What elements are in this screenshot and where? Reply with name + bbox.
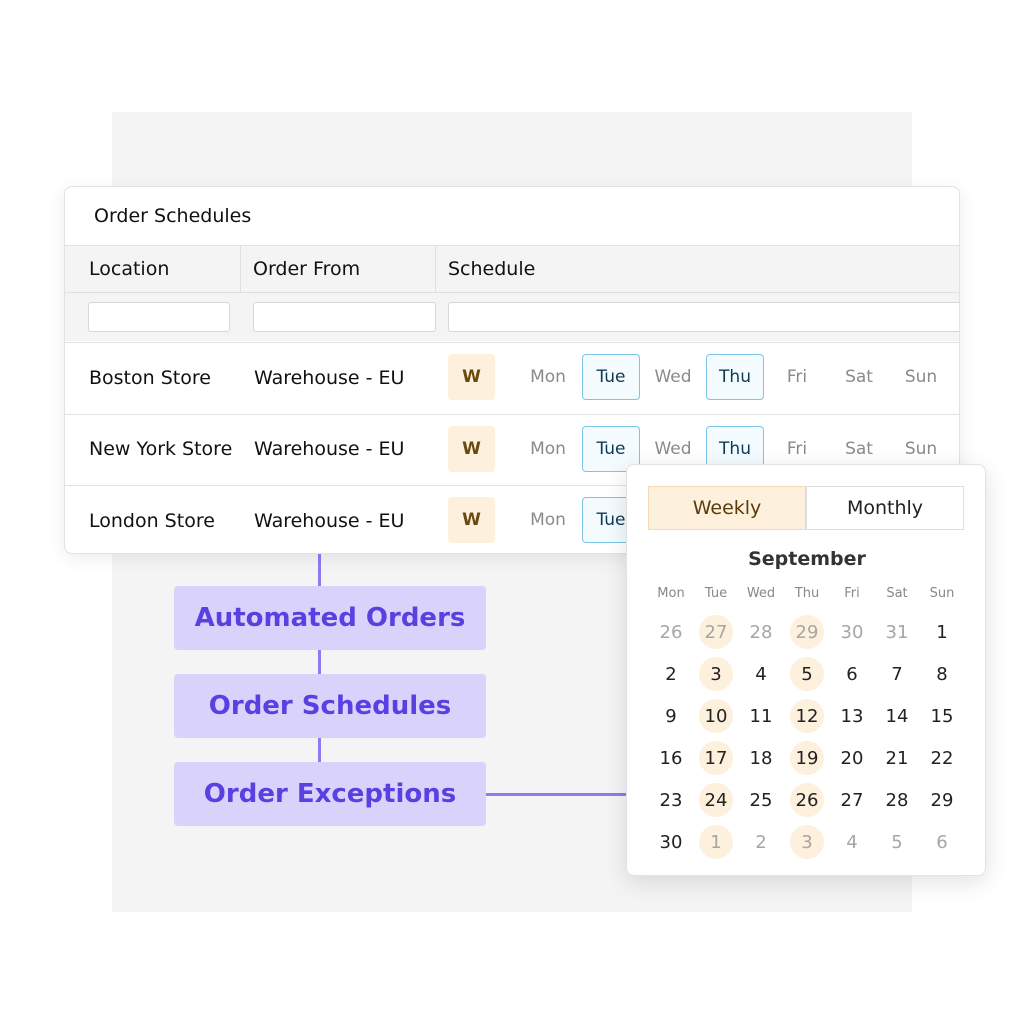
table-row [65,413,959,485]
flow-step: Order Exceptions [174,762,486,826]
location: New York Store [89,438,233,460]
calendar-day[interactable]: 30 [840,621,864,643]
calendar-day[interactable]: 4 [846,831,858,853]
weekday[interactable]: Wed [654,438,692,459]
calendar-day[interactable]: 6 [846,663,858,685]
calendar-day[interactable]: 28 [885,789,909,811]
calendar-day[interactable]: 9 [665,705,677,727]
calendar-day[interactable]: 20 [840,747,864,769]
calendar-tab[interactable]: Weekly [648,486,806,530]
calendar-day[interactable]: 10 [699,699,733,733]
weekday[interactable]: Tue [582,354,640,400]
calendar-weekday: Fri [844,585,860,601]
location: Boston Store [89,366,211,389]
calendar-day[interactable]: 15 [930,705,954,727]
calendar-day[interactable]: 30 [659,831,683,853]
calendar-day[interactable]: 28 [749,621,773,643]
calendar-day[interactable]: 2 [755,831,767,853]
weekday[interactable]: Fri [786,438,808,459]
calendar-day[interactable]: 31 [885,621,909,643]
calendar-day[interactable]: 6 [936,831,948,853]
calendar-day[interactable]: 22 [930,747,954,769]
calendar-tab[interactable]: Monthly [806,486,964,530]
table-title: Order Schedules [94,205,252,227]
calendar-day[interactable]: 11 [749,705,773,727]
filter-input[interactable] [88,302,230,332]
calendar-day[interactable]: 29 [790,615,824,649]
order-from: Warehouse - EU [254,366,405,389]
weekday[interactable]: Sun [904,367,938,387]
calendar-day[interactable]: 27 [840,789,864,811]
connector [486,793,626,796]
weekday[interactable]: Wed [654,367,692,387]
calendar-day[interactable]: 1 [936,621,948,643]
calendar-day[interactable]: 8 [936,663,948,685]
weekday[interactable]: Thu [706,425,764,472]
connector [318,554,321,762]
calendar-day[interactable]: 7 [891,663,903,685]
filter-input[interactable] [253,302,436,332]
calendar-day[interactable]: 13 [840,705,864,727]
weekday[interactable]: Sat [845,367,873,387]
weekday[interactable]: Tue [582,425,640,472]
calendar-popup: Weekly Monthly September Mon Tue Wed Thu Fri Sat… [626,464,986,876]
calendar-day[interactable]: 21 [885,747,909,769]
calendar-day[interactable]: 16 [659,747,683,769]
calendar-day[interactable]: 25 [749,789,773,811]
frequency-badge: W [448,425,495,472]
flow-step: Automated Orders [174,586,486,650]
table-row [65,342,959,413]
month-label: September [748,548,866,570]
calendar-day[interactable]: 23 [659,789,683,811]
weekday[interactable]: Mon [530,510,566,530]
calendar-weekday: Sat [886,585,908,601]
calendar-day[interactable]: 3 [790,825,824,859]
calendar-day[interactable]: 27 [699,615,733,649]
order-from: Warehouse - EU [254,509,405,532]
weekday[interactable]: Mon [530,367,566,387]
column-header: Location [65,245,241,293]
calendar-day[interactable]: 5 [891,831,903,853]
location: London Store [89,509,215,532]
calendar-day[interactable]: 19 [790,741,824,775]
filter-input[interactable] [448,302,959,332]
flow-step: Order Schedules [174,674,486,738]
frequency-badge: W [448,354,495,400]
weekday[interactable]: Fri [786,367,808,387]
weekday[interactable]: Mon [530,438,566,459]
calendar-weekday: Mon [657,585,685,601]
order-from: Warehouse - EU [254,438,405,460]
calendar-day[interactable]: 14 [885,705,909,727]
calendar-day[interactable]: 3 [699,657,733,691]
calendar-day[interactable]: 26 [659,621,683,643]
calendar-day[interactable]: 24 [699,783,733,817]
calendar-weekday: Thu [794,585,820,601]
table-row [65,485,959,553]
calendar-day[interactable]: 12 [790,699,824,733]
calendar-day[interactable]: 5 [790,657,824,691]
weekday[interactable]: Sun [904,438,938,459]
column-header: Schedule [436,245,959,293]
calendar-weekday: Tue [704,585,728,601]
frequency-badge: W [448,497,495,543]
calendar-day[interactable]: 29 [930,789,954,811]
weekday[interactable]: Thu [706,354,764,400]
calendar-day[interactable]: 17 [699,741,733,775]
calendar-day[interactable]: 2 [665,663,677,685]
column-header: Order From [241,245,436,293]
calendar-day[interactable]: 4 [755,663,767,685]
calendar-weekday: Wed [746,585,776,601]
calendar-day[interactable]: 26 [790,783,824,817]
calendar-day[interactable]: 18 [749,747,773,769]
weekday[interactable]: Sat [845,438,873,459]
calendar-weekday: Sun [929,585,955,601]
calendar-day[interactable]: 1 [699,825,733,859]
